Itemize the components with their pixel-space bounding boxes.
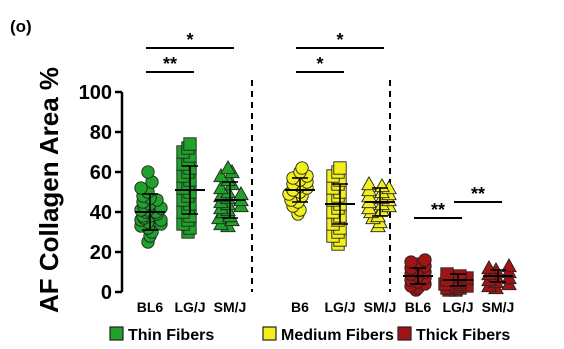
legend: Thin Fibers Medium Fibers Thick Fibers (109, 326, 510, 344)
y-tick-label: 0 (101, 282, 112, 304)
significance-label: ** (163, 54, 177, 74)
x-tick-label: LG/J (324, 299, 355, 315)
plot-area: BL6 LG/J SM/J B6 LG/J SM/J BL6 LG/J SM/J********… (134, 30, 517, 315)
legend-swatch (109, 326, 124, 341)
data-point (183, 137, 197, 151)
data-point (501, 257, 517, 273)
series-medium-fibers (282, 161, 397, 251)
y-axis: 0 20 40 60 80 100 (79, 82, 124, 304)
y-tick-label: 20 (90, 242, 112, 264)
series-thin-fibers (134, 137, 249, 249)
significance-label: ** (471, 184, 485, 204)
legend-swatch (397, 326, 412, 341)
data-point (361, 175, 377, 191)
data-point (220, 159, 236, 175)
x-tick-label: SM/J (214, 299, 247, 315)
legend-label: Thick Fibers (416, 327, 510, 344)
x-tick-label: BL6 (405, 299, 432, 315)
data-point (213, 179, 229, 195)
data-point (213, 167, 229, 183)
data-point (418, 253, 432, 267)
x-tick-label: LG/J (174, 299, 205, 315)
significance-label: * (336, 30, 343, 50)
series-thick-fibers (403, 253, 517, 297)
x-tick-label: SM/J (364, 299, 397, 315)
y-tick-label: 80 (90, 122, 112, 144)
y-tick-label: 60 (90, 162, 112, 184)
x-tick-label: B6 (291, 299, 309, 315)
y-tick-label: 40 (90, 202, 112, 224)
significance-label: * (316, 54, 323, 74)
legend-label: Thin Fibers (128, 327, 214, 344)
data-point (134, 181, 148, 195)
legend-swatch (262, 326, 277, 341)
legend-label: Medium Fibers (281, 327, 394, 344)
x-tick-label: BL6 (137, 299, 164, 315)
y-axis-label: AF Collagen Area % (34, 67, 64, 313)
x-tick-label: LG/J (442, 299, 473, 315)
data-point (295, 161, 309, 175)
data-point (333, 161, 347, 175)
data-point (404, 255, 418, 269)
data-point (141, 165, 155, 179)
y-tick-label: 100 (79, 82, 112, 104)
x-tick-label: SM/J (482, 299, 515, 315)
significance-label: ** (431, 200, 445, 220)
significance-label: * (186, 30, 193, 50)
panel-label: (o) (10, 17, 32, 36)
